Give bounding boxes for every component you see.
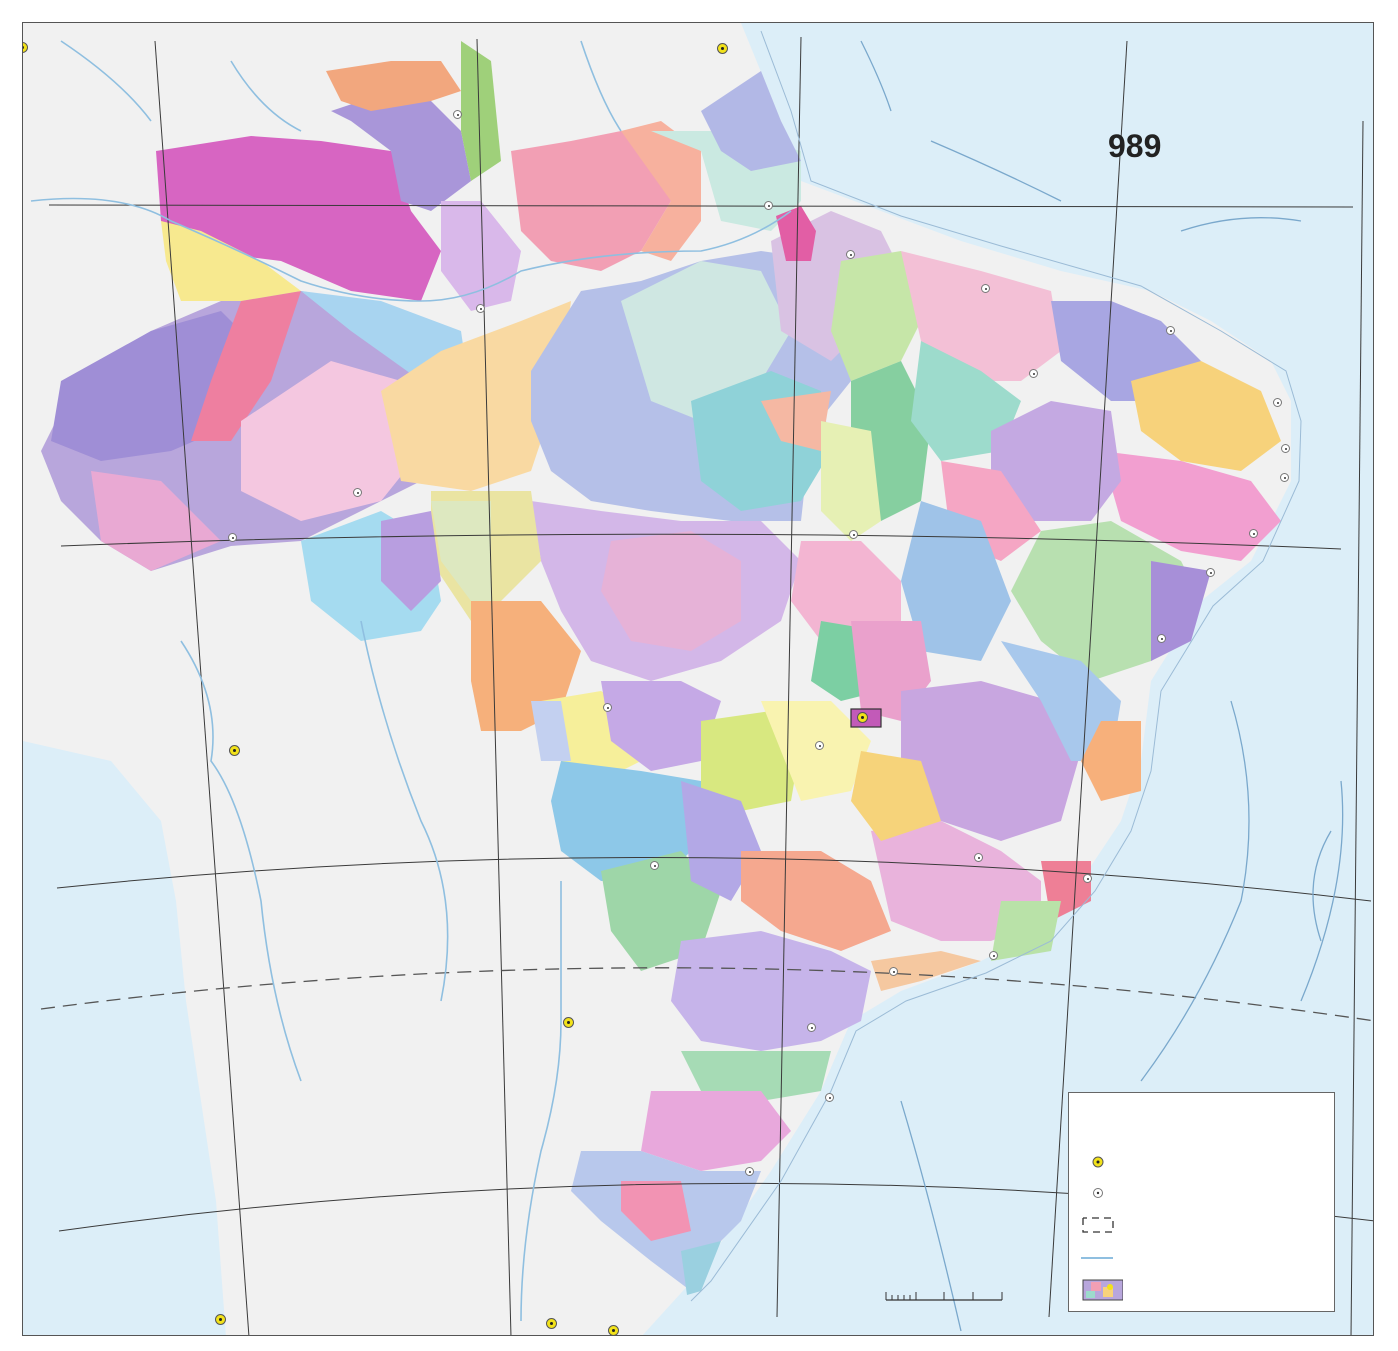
coastline-offset	[690, 30, 1302, 1302]
city-marker[interactable]	[1280, 473, 1289, 482]
city-marker[interactable]	[745, 1167, 754, 1176]
city-marker-icon	[1081, 1182, 1115, 1204]
national-capital-marker-icon	[1081, 1151, 1115, 1173]
city-marker[interactable]	[807, 1023, 816, 1032]
city-marker[interactable]	[1281, 444, 1290, 453]
rivers	[30, 40, 792, 1322]
city-marker[interactable]	[1029, 369, 1038, 378]
capital-marker[interactable]	[229, 745, 240, 756]
city-marker[interactable]	[846, 250, 855, 259]
city-marker[interactable]	[849, 530, 858, 539]
city-marker[interactable]	[815, 741, 824, 750]
city-marker[interactable]	[1157, 634, 1166, 643]
page-number: 989	[1108, 128, 1162, 164]
legend-item-river	[1081, 1247, 1321, 1269]
legend-item-capital	[1081, 1151, 1321, 1173]
city-marker[interactable]	[650, 861, 659, 870]
river-line-icon	[1081, 1247, 1115, 1269]
scale-bar	[885, 1292, 1003, 1301]
capital-marker[interactable]	[546, 1318, 557, 1329]
capital-marker[interactable]	[563, 1017, 574, 1028]
city-marker[interactable]	[1249, 529, 1258, 538]
city-marker[interactable]	[1273, 398, 1282, 407]
city-marker[interactable]	[1083, 874, 1092, 883]
map-frame	[22, 22, 1374, 1336]
city-marker[interactable]	[989, 951, 998, 960]
city-marker[interactable]	[453, 110, 462, 119]
map-canvas[interactable]	[23, 23, 1374, 1336]
city-marker[interactable]	[1206, 568, 1215, 577]
capital-marker[interactable]	[857, 712, 868, 723]
city-marker[interactable]	[603, 703, 612, 712]
city-marker[interactable]	[1166, 326, 1175, 335]
dashed-boundary-icon	[1081, 1214, 1115, 1236]
city-marker[interactable]	[825, 1093, 834, 1102]
capital-marker[interactable]	[608, 1325, 619, 1335]
legend-item-city	[1081, 1182, 1321, 1204]
tropic-line	[40, 967, 1373, 1022]
city-marker[interactable]	[476, 304, 485, 313]
city-marker[interactable]	[974, 853, 983, 862]
city-marker[interactable]	[228, 533, 237, 542]
brazil-regions[interactable]	[41, 41, 1281, 1295]
city-marker[interactable]	[889, 967, 898, 976]
capital-marker[interactable]	[215, 1314, 226, 1325]
legend-item-regions	[1081, 1279, 1321, 1301]
capital-marker[interactable]	[717, 43, 728, 54]
pacific-ocean	[23, 741, 226, 1335]
map-legend	[1068, 1092, 1335, 1312]
city-marker[interactable]	[353, 488, 362, 497]
regions-swatch-icon	[1081, 1279, 1124, 1301]
city-marker[interactable]	[764, 201, 773, 210]
city-marker[interactable]	[981, 284, 990, 293]
legend-item-boundary	[1081, 1214, 1321, 1236]
